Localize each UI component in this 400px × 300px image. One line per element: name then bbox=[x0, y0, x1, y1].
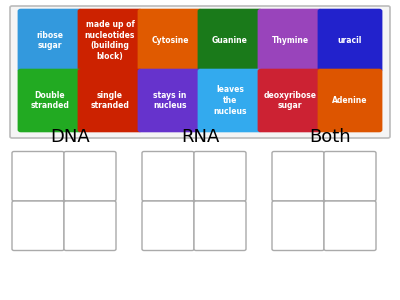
FancyBboxPatch shape bbox=[64, 152, 116, 201]
Text: single
stranded: single stranded bbox=[90, 91, 130, 110]
Text: Double
stranded: Double stranded bbox=[30, 91, 70, 110]
Text: Guanine: Guanine bbox=[212, 36, 248, 45]
Text: Thymine: Thymine bbox=[272, 36, 308, 45]
FancyBboxPatch shape bbox=[318, 69, 382, 132]
FancyBboxPatch shape bbox=[12, 152, 64, 201]
FancyBboxPatch shape bbox=[194, 152, 246, 201]
FancyBboxPatch shape bbox=[138, 69, 202, 132]
Text: Cytosine: Cytosine bbox=[151, 36, 189, 45]
FancyBboxPatch shape bbox=[272, 152, 324, 201]
Text: ribose
sugar: ribose sugar bbox=[36, 31, 64, 50]
Text: stays in
nucleus: stays in nucleus bbox=[153, 91, 187, 110]
FancyBboxPatch shape bbox=[12, 201, 64, 250]
FancyBboxPatch shape bbox=[78, 9, 142, 72]
FancyBboxPatch shape bbox=[198, 69, 262, 132]
FancyBboxPatch shape bbox=[142, 201, 194, 250]
FancyBboxPatch shape bbox=[324, 152, 376, 201]
FancyBboxPatch shape bbox=[194, 201, 246, 250]
Text: Adenine: Adenine bbox=[332, 96, 368, 105]
Text: leaves
the
nucleus: leaves the nucleus bbox=[213, 85, 247, 116]
Text: deoxyribose
sugar: deoxyribose sugar bbox=[264, 91, 316, 110]
FancyBboxPatch shape bbox=[318, 9, 382, 72]
FancyBboxPatch shape bbox=[78, 69, 142, 132]
FancyBboxPatch shape bbox=[10, 6, 390, 138]
FancyBboxPatch shape bbox=[138, 9, 202, 72]
Text: made up of
nucleotides
(building
block): made up of nucleotides (building block) bbox=[85, 20, 135, 61]
FancyBboxPatch shape bbox=[18, 9, 82, 72]
Text: RNA: RNA bbox=[181, 128, 219, 146]
FancyBboxPatch shape bbox=[18, 69, 82, 132]
FancyBboxPatch shape bbox=[142, 152, 194, 201]
FancyBboxPatch shape bbox=[272, 201, 324, 250]
FancyBboxPatch shape bbox=[258, 69, 322, 132]
Text: Both: Both bbox=[309, 128, 351, 146]
Text: uracil: uracil bbox=[338, 36, 362, 45]
FancyBboxPatch shape bbox=[324, 201, 376, 250]
FancyBboxPatch shape bbox=[258, 9, 322, 72]
Text: DNA: DNA bbox=[50, 128, 90, 146]
FancyBboxPatch shape bbox=[64, 201, 116, 250]
FancyBboxPatch shape bbox=[198, 9, 262, 72]
